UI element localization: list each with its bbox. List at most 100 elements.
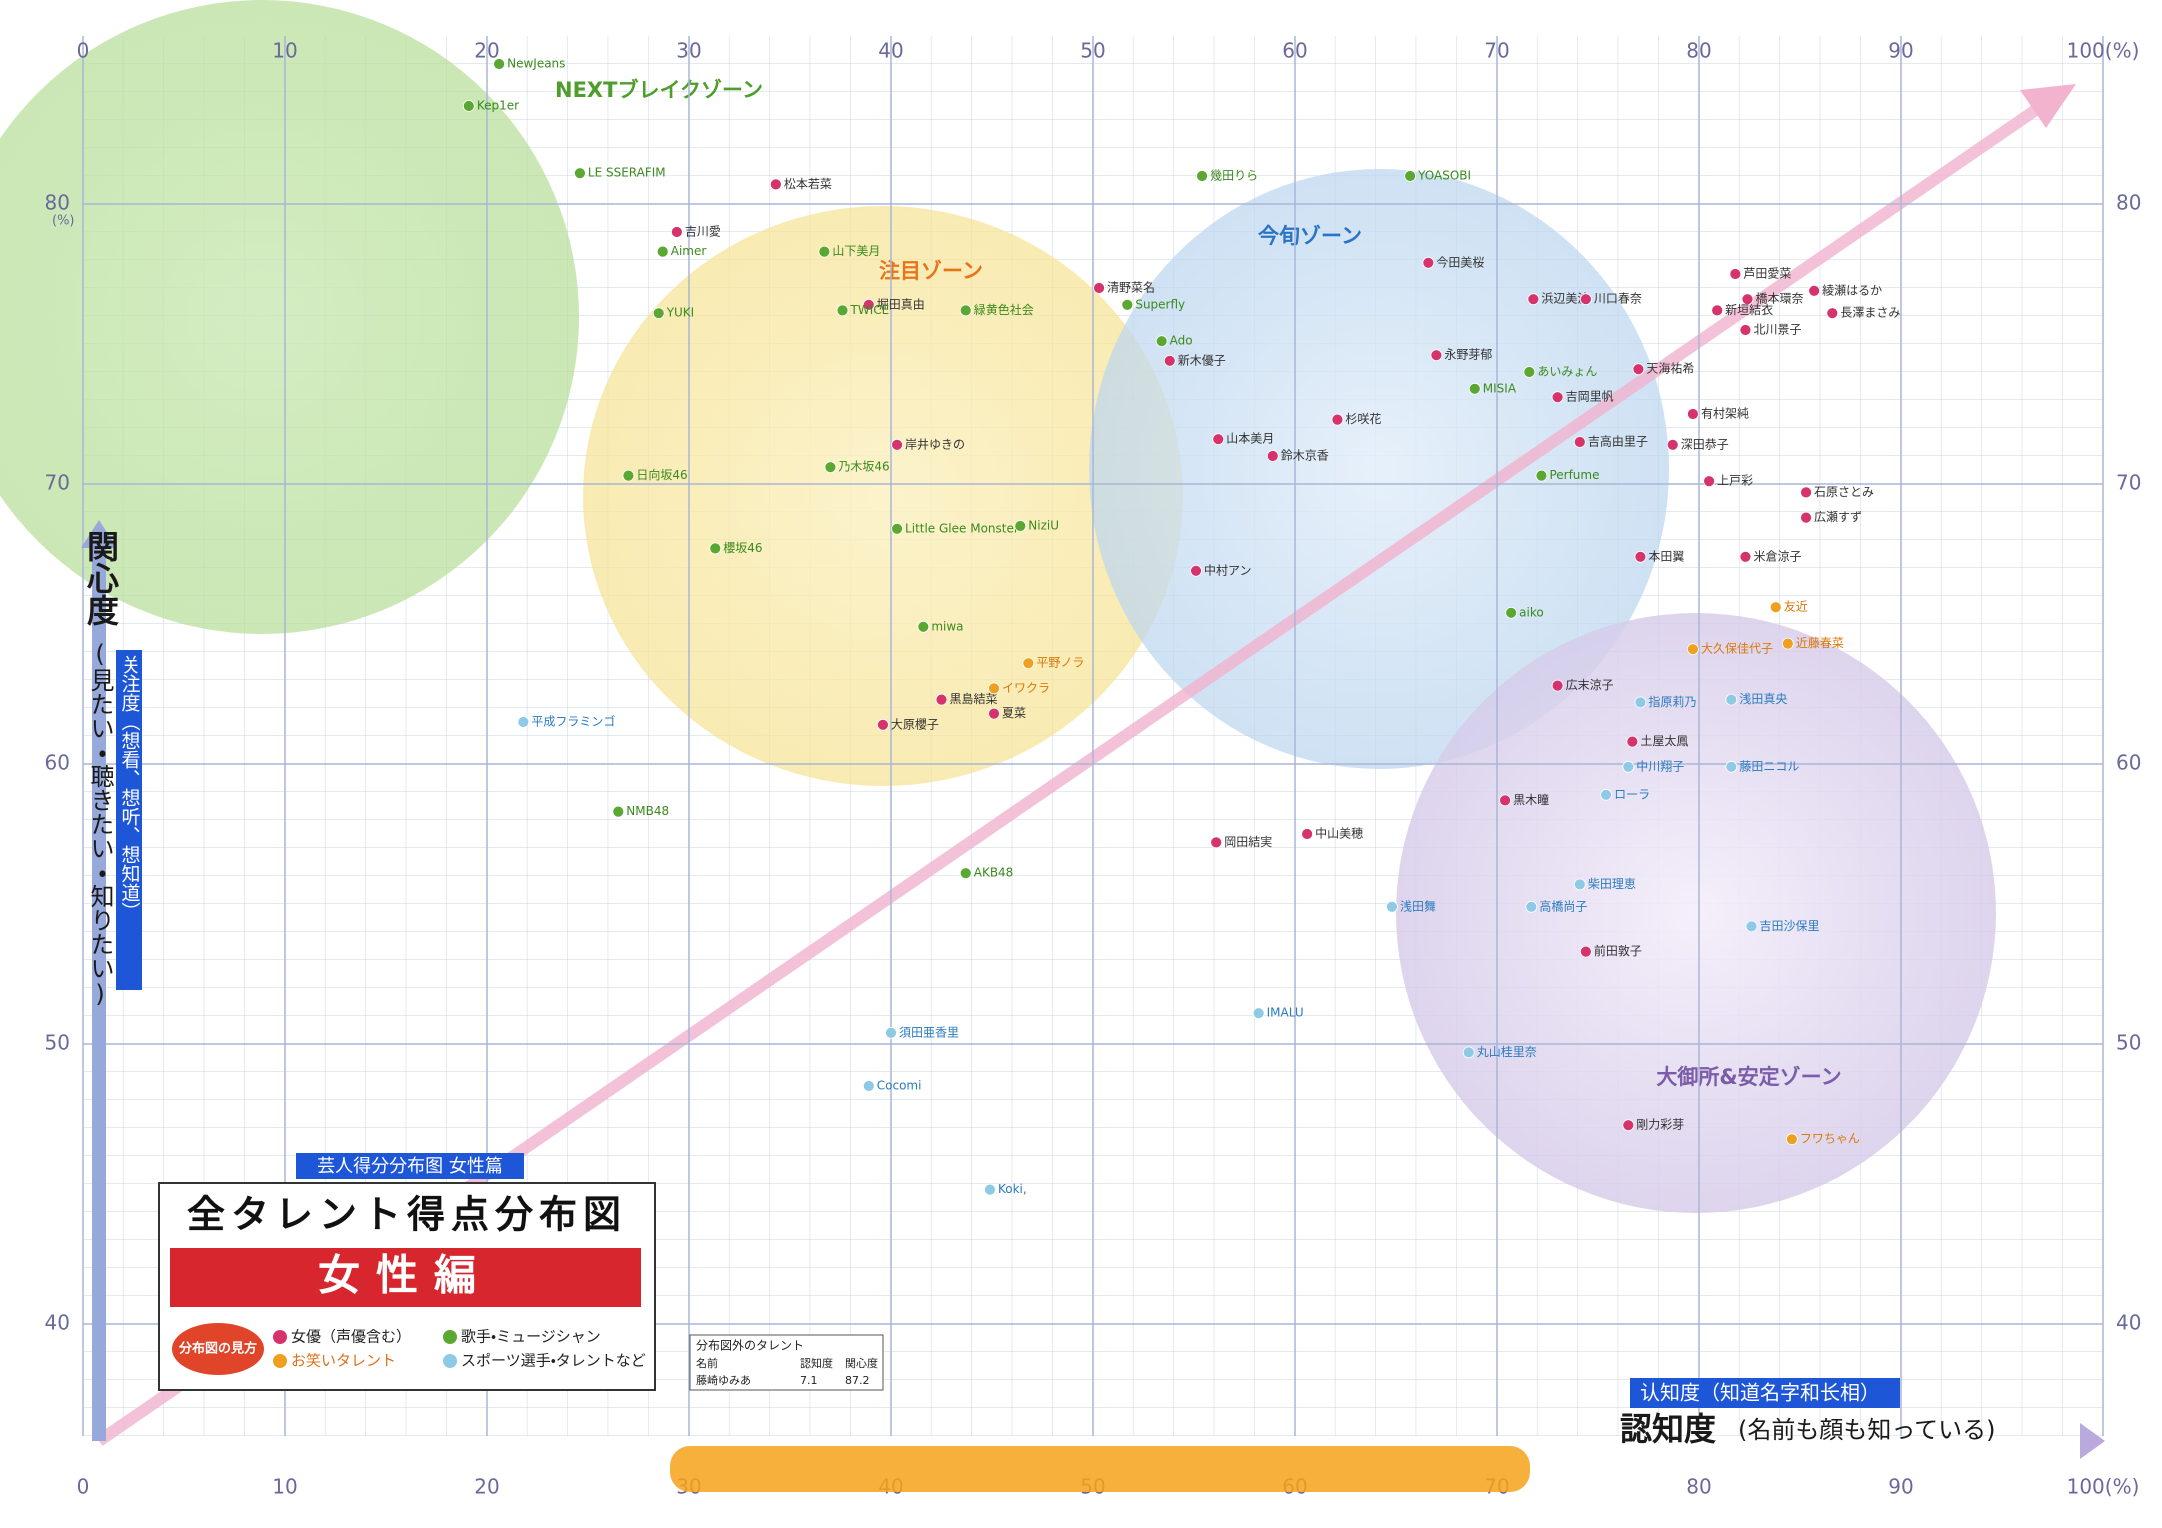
zone-label: 今旬ゾーン [1258, 224, 1362, 248]
point-label: 山本美月 [1226, 432, 1274, 446]
x-tick-label-top: 100(%) [2067, 39, 2140, 63]
x-tick-label-top: 30 [676, 39, 701, 63]
x-tick-label: 90 [1888, 1475, 1913, 1499]
point-label: 中村アン [1204, 562, 1252, 577]
point-label: 大原櫻子 [891, 717, 939, 731]
point-label: 柴田理恵 [1588, 877, 1636, 891]
data-point [1163, 354, 1176, 367]
data-point [574, 167, 586, 180]
data-point [1725, 760, 1738, 773]
y-tick-label-right: 50 [2116, 1031, 2141, 1055]
outside-table-title: 分布図外のタレント [696, 1339, 804, 1353]
data-point [769, 178, 782, 191]
data-point [1632, 363, 1645, 376]
point-label: 吉川愛 [685, 225, 721, 239]
point-label: 新垣結衣 [1725, 303, 1773, 317]
point-label: 夏菜 [1002, 706, 1026, 720]
data-point [1579, 293, 1592, 306]
data-point [1745, 920, 1758, 933]
data-point [1499, 794, 1511, 807]
point-label: 中山美穂 [1315, 826, 1363, 841]
data-point [1551, 391, 1564, 404]
zones: NEXTブレイクゾーン 注目ゾーン 今旬ゾーン 大御所&安定ゾーン [0, 0, 1996, 1213]
data-point [862, 1080, 875, 1092]
point-label: 浅田舞 [1400, 899, 1436, 913]
legend-label: お笑いタレント [291, 1352, 396, 1370]
data-point [1331, 413, 1344, 426]
data-point [1826, 307, 1839, 320]
y-tick-label: 40 [45, 1311, 70, 1335]
data-point [1266, 450, 1279, 462]
data-point [670, 226, 683, 238]
axes: 関心度 (見たい・聴きたい・知りたい) 关注度（想看、想听、想知道） 认知度（知… [52, 214, 2105, 1459]
data-point [1600, 788, 1612, 801]
point-label: 杉咲花 [1345, 411, 1381, 426]
data-point [1579, 945, 1592, 958]
y-axis-translation: 关注度（想看、想听、想知道） [119, 655, 141, 921]
point-label: Ado [1170, 334, 1193, 348]
data-point [1739, 324, 1752, 336]
point-label: 長澤まさみ [1840, 306, 1900, 320]
point-label: 浜辺美波 [1541, 292, 1589, 306]
data-point [818, 245, 831, 258]
data-point [1430, 349, 1443, 362]
point-label: イワクラ [1002, 681, 1050, 695]
zone-label: 注目ゾーン [879, 259, 983, 283]
data-point [1525, 900, 1538, 913]
data-point [1781, 637, 1794, 650]
data-point [1505, 606, 1518, 619]
y-tick-label: 70 [45, 471, 70, 495]
data-point [824, 461, 837, 474]
point-label: 深田恭子 [1681, 437, 1729, 451]
data-point [836, 304, 849, 317]
point-label: 松本若菜 [784, 177, 832, 191]
y-axis-head [81, 520, 117, 548]
data-point [959, 867, 972, 880]
point-label: 吉高由里子 [1588, 435, 1648, 449]
point-label: 清野菜名 [1107, 280, 1155, 295]
data-point [1711, 304, 1724, 317]
point-label: Superfly [1135, 297, 1185, 311]
data-point [1551, 679, 1564, 692]
data-point [1462, 1046, 1475, 1059]
point-label: 友近 [1784, 600, 1808, 614]
x-tick-label-top: 20 [474, 39, 499, 63]
translated-title: 芸人得分分布图 女性篇 [317, 1156, 503, 1177]
zone-now [1089, 169, 1669, 769]
trend-head [2020, 84, 2076, 128]
point-label: 前田敦子 [1594, 943, 1642, 958]
outside-table-cell: 藤崎ゆみあ [696, 1373, 751, 1387]
data-point [1093, 282, 1105, 294]
outside-table-header: 関心度 [845, 1357, 878, 1370]
x-tick-label-top: 50 [1080, 39, 1105, 63]
point-label: 石原さとみ [1814, 485, 1874, 499]
data-point [622, 469, 635, 482]
data-point [1666, 438, 1679, 451]
data-point [1196, 170, 1208, 182]
point-label: aiko [1519, 605, 1544, 619]
data-point [1808, 284, 1821, 297]
point-label: 緑黄色社会 [974, 302, 1034, 317]
outside-table-header: 認知度 [800, 1356, 833, 1370]
zone-label: NEXTブレイクゾーン [555, 78, 763, 102]
data-point [1422, 256, 1435, 269]
point-label: 川口春奈 [1594, 292, 1642, 306]
point-label: MISIA [1483, 381, 1517, 395]
point-label: あいみょん [1537, 365, 1597, 379]
data-point [885, 1026, 897, 1039]
point-label: 北川景子 [1753, 323, 1801, 337]
x-tick-label: 20 [474, 1475, 499, 1499]
chart-subtitle: 女性編 [318, 1251, 492, 1300]
legend-marker [443, 1354, 457, 1368]
x-tick-label-top: 70 [1484, 39, 1509, 63]
data-point [1622, 760, 1635, 773]
data-point [1252, 1007, 1265, 1020]
data-point [1468, 382, 1481, 395]
point-label: 土屋太鳳 [1640, 733, 1688, 748]
data-point [1729, 268, 1742, 280]
outside-table-cell: 7.1 [800, 1374, 818, 1387]
data-point [1022, 657, 1035, 670]
point-label: 米倉涼子 [1753, 549, 1801, 563]
point-label: Koki, [998, 1182, 1027, 1196]
